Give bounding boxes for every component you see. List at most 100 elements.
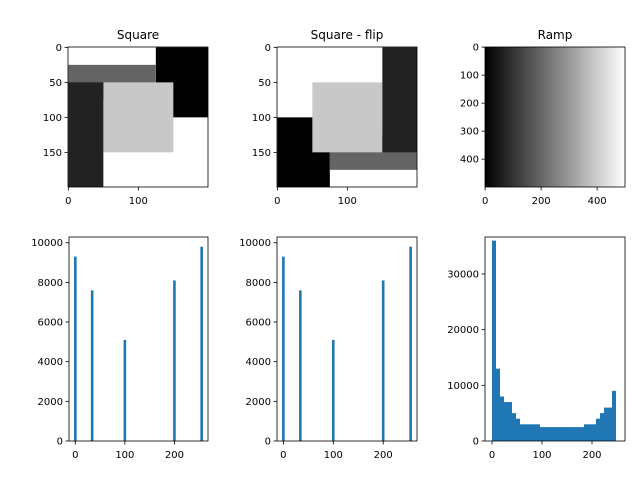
panel-title: Square [117,28,159,42]
x-tick-label: 100 [115,450,134,461]
histogram-bar [580,427,584,441]
panel: 0 100 200 0 10000 20000 30000 [447,236,626,461]
panel-title: Ramp [538,28,573,42]
bar [282,256,285,441]
x-tick-label: 100 [532,450,551,461]
image-region [312,82,383,153]
axes-frame [68,236,209,442]
x-tick-label: 100 [129,196,148,207]
bar [173,280,176,441]
bar [200,246,203,441]
histogram-bar [604,407,608,441]
bar [299,290,302,441]
bar [331,339,335,441]
histogram-bar [492,240,496,441]
x-tick-label: 0 [489,450,495,461]
histogram-bar [564,427,568,441]
y-tick-label: 30000 [447,270,479,281]
y-tick-label: 6000 [246,318,271,329]
histogram-bar [512,413,516,441]
histogram-bar [508,402,512,441]
x-tick-label: 0 [72,450,78,461]
y-tick-label: 100 [460,71,479,82]
y-tick-label: 4000 [246,357,271,368]
y-tick-label: 150 [43,148,62,159]
x-tick-label: 400 [588,196,607,207]
axes-frame [484,236,626,442]
histogram-bar [552,427,556,441]
histogram-bar [600,413,604,441]
y-tick-label: 0 [265,43,271,54]
y-tick-label: 150 [252,148,271,159]
y-tick-label: 200 [460,99,479,110]
histogram-bar [528,424,532,441]
x-tick-label: 0 [280,450,286,461]
histogram-bar [532,424,536,441]
histogram-bar [560,427,564,441]
histogram-bar [504,402,508,441]
x-tick-label: 200 [532,196,551,207]
y-tick-label: 400 [460,155,479,166]
axes-frame [276,236,418,442]
y-tick-label: 10000 [447,381,479,392]
histogram-bar [536,424,540,441]
y-tick-label: 10000 [239,238,271,249]
y-tick-label: 100 [43,113,62,124]
panel: 0 100 0 50 100 150 Square [43,28,209,207]
histogram-bar [500,396,504,441]
y-tick-label: 4000 [38,357,63,368]
histogram-bar [568,427,572,441]
histogram-bar [588,424,592,441]
y-tick-label: 2000 [38,397,63,408]
histogram-bar [540,427,544,441]
y-tick-label: 6000 [38,318,63,329]
bar [74,256,77,441]
image-region [103,82,174,153]
x-tick-label: 200 [374,450,393,461]
y-tick-label: 2000 [246,397,271,408]
x-tick-label: 200 [582,450,601,461]
histogram-bar [596,418,600,441]
histogram-bar [576,427,580,441]
x-tick-label: 0 [482,196,488,207]
y-tick-label: 300 [460,127,479,138]
y-tick-label: 50 [258,78,271,89]
bar [409,246,412,441]
histogram-bar [544,427,548,441]
histogram-bar [524,424,528,441]
panel-title: Square - flip [311,28,384,42]
x-tick-label: 0 [274,196,280,207]
y-tick-label: 0 [265,437,271,448]
histogram-bar [612,390,616,441]
histogram-bar [608,407,612,441]
y-tick-label: 50 [49,78,62,89]
histogram-bar [548,427,552,441]
x-tick-label: 200 [165,450,184,461]
bar [123,339,127,441]
image-region [382,47,417,153]
panel: 0 200 400 0 100 200 300 400 Ramp [460,28,626,207]
x-tick-label: 100 [324,450,343,461]
x-tick-label: 100 [338,196,357,207]
bar [381,280,385,441]
histogram-bar [572,427,576,441]
histogram-bar [592,424,596,441]
histogram-bar [496,368,500,441]
y-tick-label: 10000 [31,238,63,249]
x-tick-label: 0 [65,196,71,207]
histogram-bar [584,424,588,441]
y-tick-label: 20000 [447,325,479,336]
axes-frame [484,46,626,188]
image-gradient [485,47,625,187]
y-tick-label: 0 [473,437,479,448]
y-tick-label: 0 [57,437,63,448]
histogram-bar [520,424,524,441]
y-tick-label: 8000 [38,278,63,289]
y-tick-label: 8000 [246,278,271,289]
y-tick-label: 0 [473,43,479,54]
bar [90,290,94,441]
histogram-bar [516,418,520,441]
y-tick-label: 100 [252,113,271,124]
